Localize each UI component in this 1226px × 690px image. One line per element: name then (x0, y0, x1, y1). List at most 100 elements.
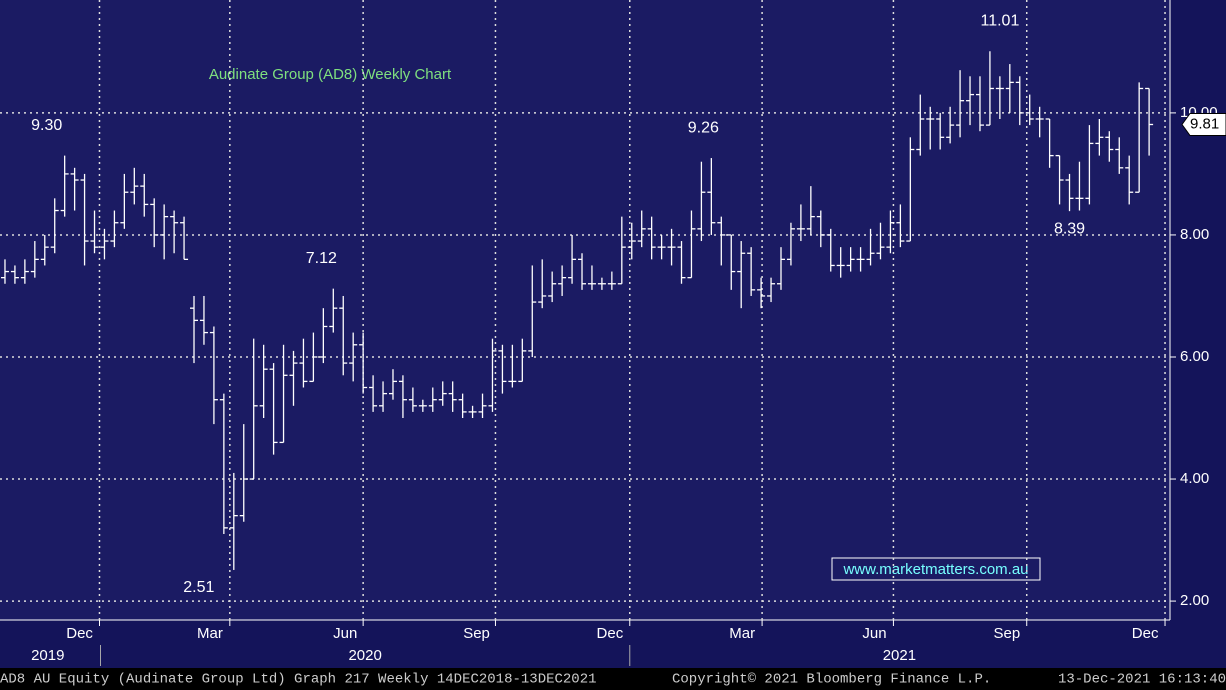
ohlc-bar (289, 350, 298, 406)
ohlc-bar (130, 167, 139, 205)
last-price-box (1181, 112, 1226, 136)
ohlc-bar (1035, 106, 1044, 138)
ohlc-bar (856, 247, 865, 272)
ohlc-bar (806, 186, 815, 235)
ohlc-bar (259, 344, 268, 419)
ohlc-bar (160, 204, 169, 260)
ohlc-bar (1015, 76, 1024, 126)
ohlc-bar (796, 204, 805, 242)
ohlc-bar (229, 472, 238, 570)
ohlc-bar (767, 277, 776, 303)
ohlc-bar (1095, 118, 1104, 156)
ohlc-bar (816, 210, 825, 248)
annotation: 7.12 (306, 250, 337, 267)
annotation: 2.51 (183, 579, 214, 596)
ohlc-bar (508, 344, 517, 388)
annotation: 9.26 (688, 119, 719, 136)
ohlc-bar (1085, 125, 1094, 205)
ohlc-bar (180, 216, 189, 261)
ohlc-bar (70, 167, 79, 211)
ohlc-bar (249, 338, 258, 480)
ohlc-bar (727, 234, 736, 290)
ohlc-bar (757, 277, 766, 309)
ohlc-bar (458, 393, 467, 419)
ohlc-bar (836, 247, 845, 278)
ohlc-bar (20, 259, 29, 284)
ohlc-bar (876, 222, 885, 260)
x-tick-label: Mar (197, 625, 223, 642)
ohlc-bar (1005, 64, 1014, 113)
ohlc-bar (199, 295, 208, 345)
ohlc-bar (866, 228, 875, 266)
ohlc-bar (936, 112, 945, 150)
ohlc-bar (90, 210, 99, 254)
x-tick-label: Dec (597, 625, 624, 642)
ohlc-bar (309, 332, 318, 383)
ohlc-bar (40, 234, 49, 266)
ohlc-bar (1055, 154, 1064, 205)
annotation: 9.30 (31, 117, 62, 134)
ohlc-bar (369, 375, 378, 412)
ohlc-bar (747, 247, 756, 296)
ohlc-bar (737, 241, 746, 309)
ohlc-bar (140, 173, 149, 217)
ohlc-bar (170, 210, 179, 254)
ohlc-bar (428, 387, 437, 412)
ohlc-bar (219, 393, 228, 534)
ohlc-bar (110, 210, 119, 248)
ohlc-bar (1045, 118, 1054, 168)
plot-area (0, 0, 1170, 620)
ohlc-bar (647, 216, 656, 260)
y-tick-label: 8.00 (1180, 226, 1209, 243)
ohlc-bar (279, 344, 288, 444)
ohlc-bar (826, 228, 835, 272)
ohlc-bar (269, 363, 278, 455)
ohlc-bar (578, 253, 587, 290)
ohlc-bar (498, 344, 507, 394)
ohlc-bar (1125, 155, 1134, 205)
ohlc-bar (0, 259, 9, 284)
ohlc-bar (1075, 161, 1084, 211)
ohlc-bar (478, 393, 487, 419)
ohlc-bar (190, 295, 199, 364)
ohlc-bar (966, 76, 975, 126)
ohlc-bar (558, 265, 567, 296)
footer-left: AD8 AU Equity (Audinate Group Ltd) Graph… (0, 672, 597, 688)
last-price: 9.81 (1190, 115, 1219, 132)
ohlc-bar (80, 173, 89, 266)
ohlc-bar (677, 241, 686, 284)
ohlc-bar (916, 94, 925, 156)
ohlc-bar (329, 288, 338, 333)
ohlc-bar (1135, 82, 1144, 193)
x-tick-label: Jun (862, 625, 886, 642)
watermark-box (831, 557, 1041, 581)
annotation: 8.39 (1054, 220, 1085, 237)
ohlc-bar (657, 234, 666, 260)
x-tick-label: Mar (729, 625, 755, 642)
ohlc-bar (617, 216, 626, 285)
ohlc-bar (587, 265, 596, 290)
annotation: 11.01 (980, 12, 1019, 29)
ohlc-bar (1105, 131, 1114, 162)
ohlc-bar (687, 210, 696, 279)
ohlc-bar (10, 265, 19, 284)
ohlc-bar (886, 210, 895, 254)
ohlc-bar (1115, 137, 1124, 174)
y-tick-label: 2.00 (1180, 592, 1209, 609)
ohlc-bar (1065, 173, 1074, 212)
x-tick-label: Sep (993, 625, 1020, 642)
ohlc-bar (359, 332, 368, 394)
ohlc-bar (438, 381, 447, 406)
ohlc-bar (239, 424, 248, 522)
year-label: 2019 (31, 647, 64, 664)
ohlc-bar (120, 173, 129, 229)
x-tick-label: Dec (1132, 625, 1159, 642)
ohlc-bar (786, 222, 795, 266)
ohlc-bar (637, 210, 646, 248)
ohlc-bar (379, 381, 388, 412)
ohlc-bar (538, 259, 547, 309)
ohlc-bar (697, 161, 706, 242)
ohlc-bar (418, 399, 427, 412)
ohlc-bar (528, 265, 537, 357)
